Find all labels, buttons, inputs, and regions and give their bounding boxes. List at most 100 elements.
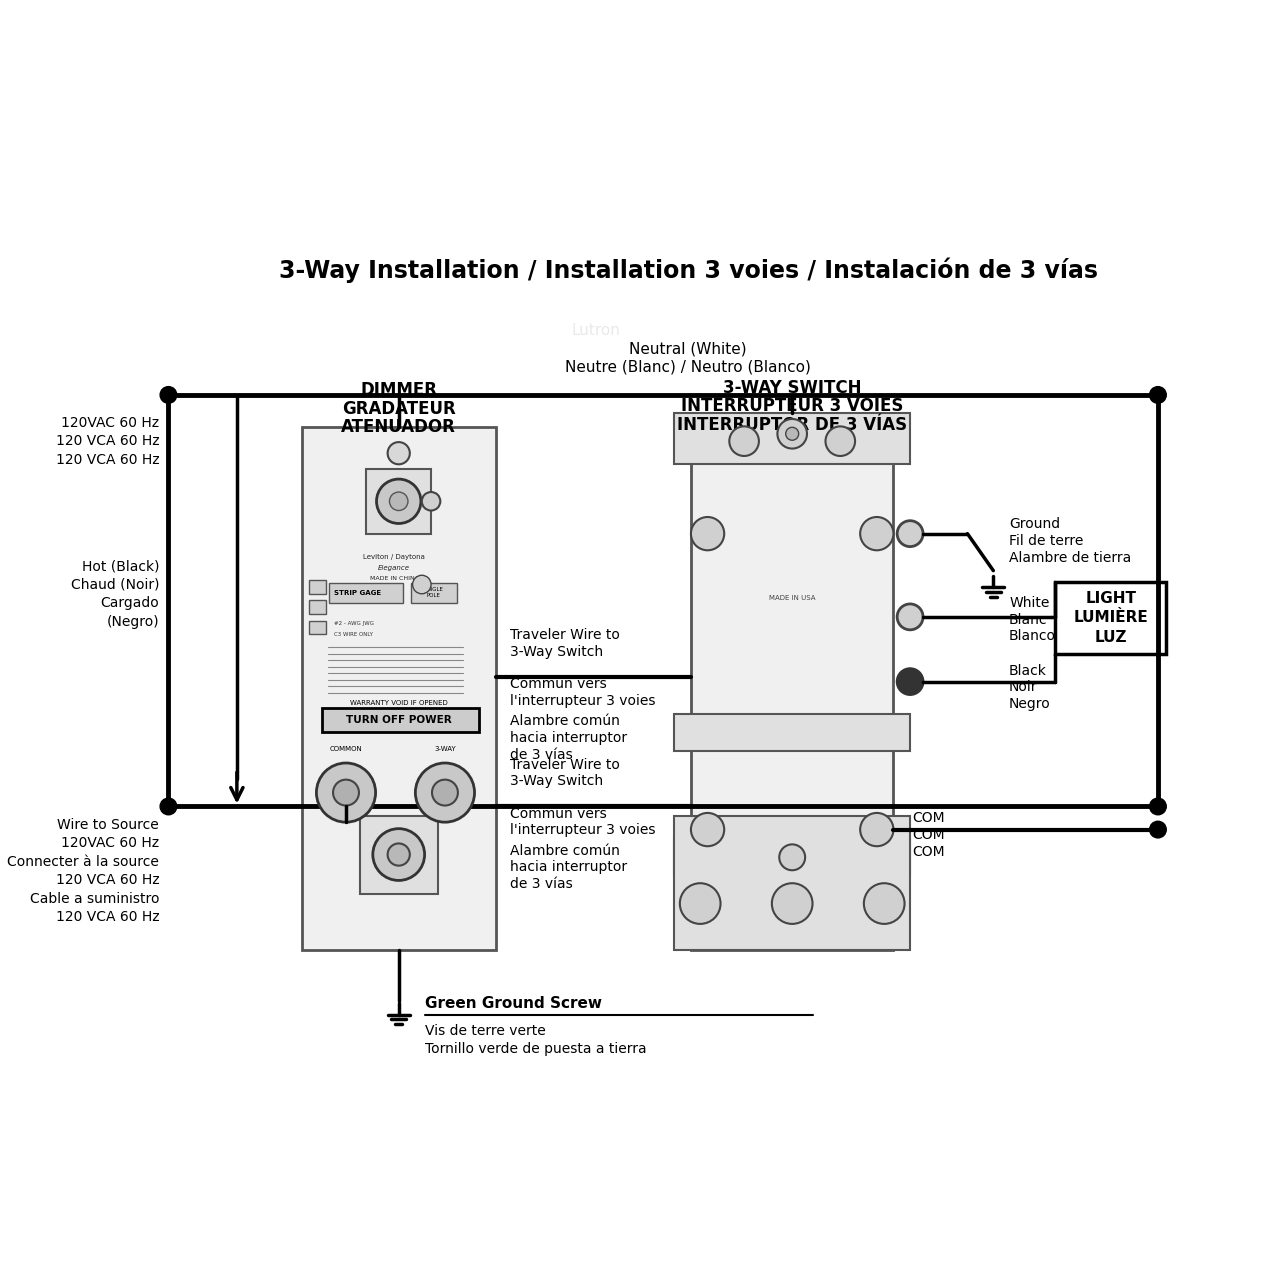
- Bar: [675, 413, 910, 465]
- Text: 3-Way Switch: 3-Way Switch: [509, 645, 603, 659]
- Text: 120 VCA 60 Hz: 120 VCA 60 Hz: [55, 873, 159, 887]
- Circle shape: [860, 813, 893, 846]
- Bar: [360, 815, 439, 895]
- Text: Commun vers: Commun vers: [509, 677, 607, 691]
- Circle shape: [415, 763, 475, 822]
- Circle shape: [412, 575, 431, 594]
- Text: Alambre de tierra: Alambre de tierra: [1009, 550, 1132, 564]
- Text: COM: COM: [911, 812, 945, 826]
- Text: INTERRUPTEUR 3 VOIES: INTERRUPTEUR 3 VOIES: [681, 397, 904, 415]
- Text: Wire to Source: Wire to Source: [58, 818, 159, 832]
- Text: 120 VCA 60 Hz: 120 VCA 60 Hz: [55, 434, 159, 448]
- Circle shape: [897, 521, 923, 547]
- Circle shape: [376, 479, 421, 524]
- Text: Traveler Wire to: Traveler Wire to: [509, 758, 620, 772]
- Circle shape: [160, 387, 177, 403]
- Text: Noir: Noir: [1009, 680, 1038, 694]
- Text: LIGHT
LUMIÈRE
LUZ: LIGHT LUMIÈRE LUZ: [1074, 590, 1148, 645]
- Text: STRIP GAGE: STRIP GAGE: [334, 590, 381, 595]
- Text: 120 VCA 60 Hz: 120 VCA 60 Hz: [55, 910, 159, 924]
- Text: White: White: [1009, 596, 1050, 611]
- Text: GR: GR: [393, 838, 404, 847]
- Circle shape: [160, 799, 177, 815]
- Text: Connecter à la source: Connecter à la source: [8, 855, 159, 869]
- Circle shape: [772, 883, 813, 924]
- Circle shape: [389, 492, 408, 511]
- Circle shape: [897, 668, 923, 695]
- Text: (Negro): (Negro): [106, 614, 159, 628]
- Text: hacia interruptor: hacia interruptor: [509, 731, 627, 745]
- Text: Elegance: Elegance: [378, 564, 410, 571]
- Text: Hot (Black): Hot (Black): [82, 559, 159, 573]
- Bar: [329, 582, 403, 603]
- Text: 120 VCA 60 Hz: 120 VCA 60 Hz: [55, 453, 159, 467]
- Text: C3 WIRE ONLY: C3 WIRE ONLY: [334, 632, 372, 637]
- Bar: [675, 714, 910, 751]
- Text: Blanco: Blanco: [1009, 630, 1056, 644]
- Bar: [308, 580, 325, 594]
- Circle shape: [385, 847, 412, 873]
- Bar: [411, 582, 457, 603]
- Text: 3-Way Installation / Installation 3 voies / Instalación de 3 vías: 3-Way Installation / Installation 3 voie…: [279, 257, 1098, 283]
- Circle shape: [826, 426, 855, 456]
- Circle shape: [680, 883, 721, 924]
- Text: TURN OFF POWER: TURN OFF POWER: [346, 716, 452, 726]
- Text: Fil de terre: Fil de terre: [1009, 534, 1083, 548]
- Text: Ground: Ground: [1009, 517, 1060, 531]
- Circle shape: [316, 763, 375, 822]
- Text: Neutre (Blanc) / Neutro (Blanco): Neutre (Blanc) / Neutro (Blanco): [566, 360, 812, 375]
- Circle shape: [333, 780, 358, 805]
- Bar: [323, 708, 479, 732]
- Text: Vis de terre verte: Vis de terre verte: [425, 1024, 545, 1038]
- Text: Cable a suministro: Cable a suministro: [29, 892, 159, 906]
- Text: Neutral (White): Neutral (White): [630, 342, 748, 356]
- Circle shape: [691, 813, 724, 846]
- Text: hacia interruptor: hacia interruptor: [509, 860, 627, 874]
- Text: 120VAC 60 Hz: 120VAC 60 Hz: [61, 836, 159, 850]
- Bar: [1055, 581, 1166, 654]
- Text: l'interrupteur 3 voies: l'interrupteur 3 voies: [509, 823, 655, 837]
- Text: Blanc: Blanc: [1009, 613, 1047, 627]
- Text: Black: Black: [1009, 663, 1047, 677]
- Text: Lutron: Lutron: [571, 323, 620, 338]
- Text: 3-WAY: 3-WAY: [434, 746, 456, 753]
- Bar: [691, 413, 893, 950]
- Text: MADE IN CHINA: MADE IN CHINA: [370, 576, 419, 581]
- Circle shape: [1149, 799, 1166, 815]
- Text: INTERRUPTOR DE 3 VÍAS: INTERRUPTOR DE 3 VÍAS: [677, 416, 908, 434]
- Circle shape: [388, 844, 410, 865]
- Text: Green Ground Screw: Green Ground Screw: [425, 996, 602, 1011]
- Circle shape: [691, 517, 724, 550]
- Circle shape: [786, 428, 799, 440]
- Text: Tornillo verde de puesta a tierra: Tornillo verde de puesta a tierra: [425, 1042, 646, 1056]
- Text: 3-WAY SWITCH: 3-WAY SWITCH: [723, 379, 861, 397]
- Text: ATENUADOR: ATENUADOR: [342, 419, 456, 436]
- Circle shape: [372, 828, 425, 881]
- Text: COMMON: COMMON: [330, 746, 362, 753]
- Text: de 3 vías: de 3 vías: [509, 877, 572, 891]
- Bar: [675, 815, 910, 950]
- Circle shape: [433, 780, 458, 805]
- Text: Alambre común: Alambre común: [509, 844, 620, 858]
- Circle shape: [730, 426, 759, 456]
- Circle shape: [897, 604, 923, 630]
- Circle shape: [422, 492, 440, 511]
- Text: DIMMER: DIMMER: [360, 381, 438, 399]
- Bar: [366, 468, 431, 534]
- Text: Leviton / Daytona: Leviton / Daytona: [364, 554, 425, 559]
- Bar: [308, 600, 325, 614]
- Bar: [308, 621, 325, 635]
- Text: WARRANTY VOID IF OPENED: WARRANTY VOID IF OPENED: [349, 700, 448, 705]
- Text: 120VAC 60 Hz: 120VAC 60 Hz: [61, 416, 159, 430]
- Text: 3-Way Switch: 3-Way Switch: [509, 774, 603, 788]
- Text: Chaud (Noir): Chaud (Noir): [70, 577, 159, 591]
- Circle shape: [860, 517, 893, 550]
- Circle shape: [777, 419, 806, 448]
- Text: SINGLE
POLE: SINGLE POLE: [424, 588, 444, 598]
- Text: l'interrupteur 3 voies: l'interrupteur 3 voies: [509, 694, 655, 708]
- Text: COM: COM: [911, 845, 945, 859]
- Circle shape: [1149, 822, 1166, 838]
- Text: Alambre común: Alambre común: [509, 714, 620, 728]
- Text: GRADATEUR: GRADATEUR: [342, 399, 456, 417]
- Text: Cargado: Cargado: [100, 596, 159, 611]
